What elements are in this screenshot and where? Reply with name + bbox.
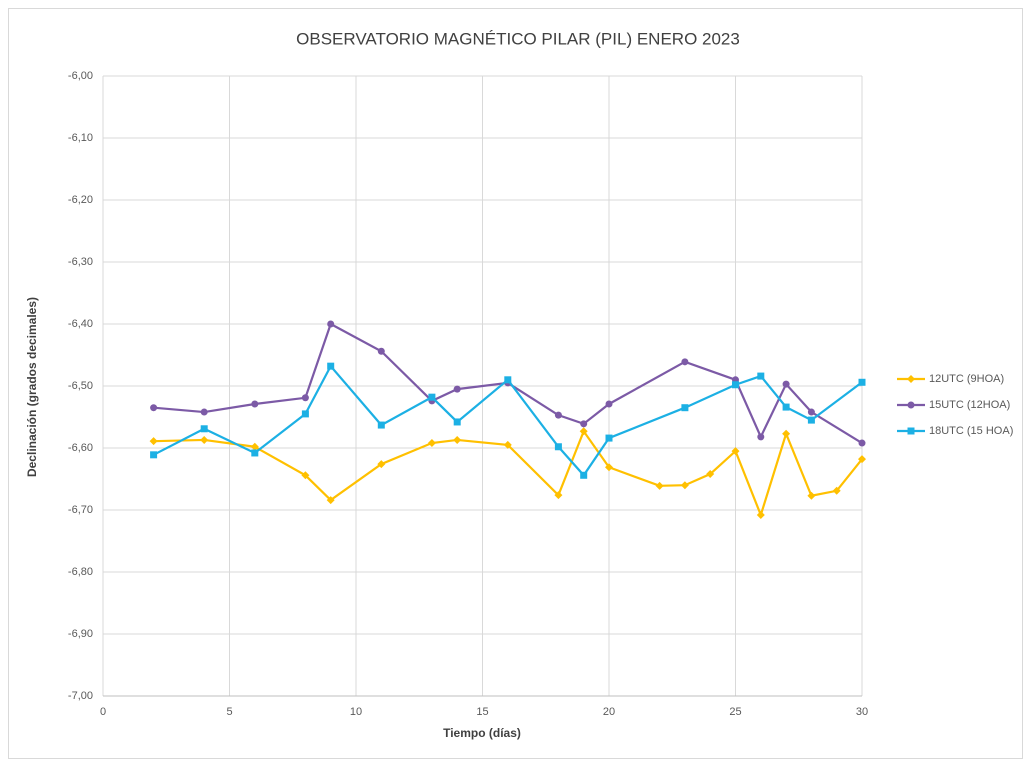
marker [832, 486, 841, 495]
marker [251, 449, 259, 457]
marker [655, 481, 664, 490]
marker [807, 416, 815, 424]
y-tick-label: -7,00 [68, 690, 93, 702]
chart-frame [8, 8, 1023, 759]
marker [858, 455, 866, 464]
y-tick-label: -6,60 [68, 442, 93, 454]
marker [605, 434, 613, 442]
marker [732, 381, 739, 389]
y-tick-label: -6,00 [68, 70, 93, 82]
marker [200, 408, 208, 416]
marker [301, 410, 309, 418]
marker [706, 470, 715, 479]
marker [731, 447, 740, 456]
marker [580, 471, 588, 479]
marker [453, 385, 461, 393]
marker [580, 420, 588, 428]
marker [681, 358, 689, 366]
marker [377, 460, 386, 469]
y-tick-label: -6,50 [68, 380, 93, 392]
marker [756, 510, 765, 519]
y-tick-label: -6,40 [68, 318, 93, 330]
marker [554, 443, 562, 451]
legend-marker [907, 375, 915, 383]
marker [554, 411, 562, 419]
marker [327, 362, 335, 370]
legend-label: 15UTC (12HOA) [929, 399, 1010, 411]
x-tick-label: 15 [476, 706, 488, 718]
marker [150, 404, 158, 412]
marker [757, 433, 765, 441]
marker [377, 347, 385, 355]
x-axis-title: Tiempo (días) [443, 726, 521, 740]
marker [250, 442, 259, 451]
marker [858, 378, 866, 386]
marker [150, 451, 158, 459]
y-tick-label: -6,30 [68, 256, 93, 268]
marker [200, 435, 209, 444]
marker [807, 491, 816, 500]
legend-label: 18UTC (15 HOA) [929, 425, 1013, 437]
x-tick-label: 30 [856, 706, 868, 718]
y-tick-label: -6,80 [68, 566, 93, 578]
marker [605, 463, 613, 472]
marker [782, 429, 791, 438]
marker [504, 376, 512, 384]
x-tick-label: 10 [350, 706, 362, 718]
marker [327, 320, 335, 328]
marker [579, 427, 588, 436]
marker [554, 491, 563, 500]
y-tick-label: -6,70 [68, 504, 93, 516]
marker [149, 437, 158, 446]
x-tick-label: 25 [729, 706, 741, 718]
legend-marker [907, 427, 915, 435]
marker [251, 400, 259, 408]
marker [453, 418, 461, 426]
y-tick-label: -6,20 [68, 194, 93, 206]
chart-title: OBSERVATORIO MAGNÉTICO PILAR (PIL) ENERO… [296, 29, 740, 48]
x-tick-label: 0 [100, 706, 106, 718]
y-tick-label: -6,90 [68, 628, 93, 640]
marker [428, 393, 436, 401]
legend-label: 12UTC (9HOA) [929, 373, 1004, 385]
marker [377, 421, 385, 429]
x-tick-label: 5 [226, 706, 232, 718]
marker [301, 394, 309, 402]
marker [301, 471, 310, 480]
marker [757, 372, 765, 380]
marker [681, 404, 689, 412]
marker [427, 439, 436, 448]
marker [605, 400, 613, 408]
series-line [153, 322, 863, 444]
marker [503, 440, 512, 449]
marker [200, 425, 208, 433]
marker [453, 435, 462, 444]
y-tick-label: -6,10 [68, 132, 93, 144]
marker [782, 380, 790, 388]
marker [326, 496, 335, 505]
x-tick-label: 20 [603, 706, 615, 718]
marker [807, 408, 815, 416]
series-line [153, 364, 863, 478]
marker [782, 403, 790, 411]
legend-marker [907, 401, 915, 409]
marker [680, 481, 689, 490]
y-axis-title: Declinación (grados decimales) [25, 297, 39, 477]
marker [858, 439, 866, 447]
